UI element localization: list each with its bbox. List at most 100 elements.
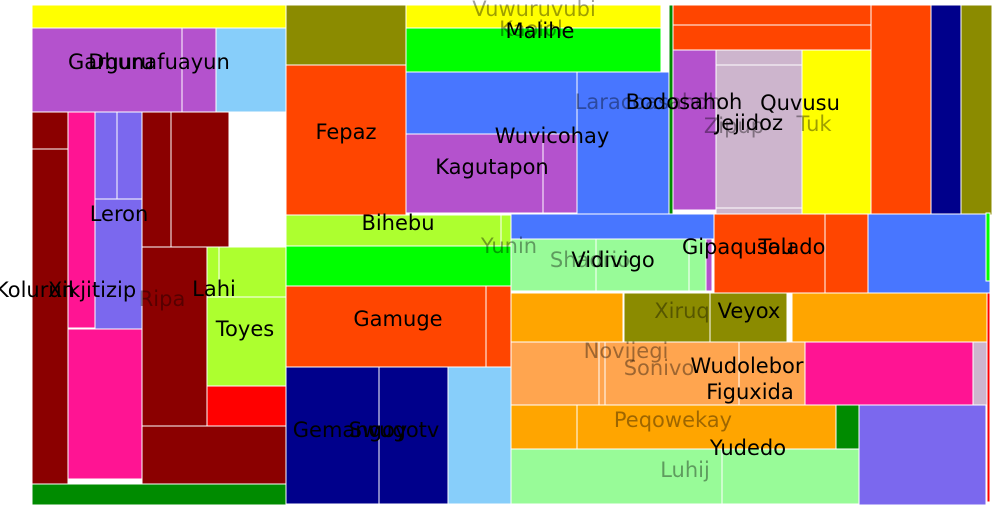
- treemap-cell-8: [116, 111, 143, 200]
- treemap-cell-39: [930, 4, 962, 215]
- treemap-cell-18: [141, 425, 287, 485]
- treemap-cell-19: [31, 483, 287, 506]
- treemap-label-yudedo: Yudedo: [709, 436, 786, 460]
- treemap-label-jejidoz: Jejidoz: [713, 111, 783, 135]
- treemap-cell-26: [405, 71, 584, 135]
- treemap-label-kolurun: Kolurun: [0, 278, 75, 302]
- treemap-cell-60: [791, 292, 988, 343]
- treemap-label-sonivo: Sonivo: [624, 356, 695, 380]
- treemap-cell-ripa: [141, 246, 208, 428]
- treemap-cell-38: [870, 4, 932, 215]
- treemap-cell-yudedo: [721, 448, 860, 505]
- treemap-cell-57: [510, 292, 624, 343]
- treemap-cell-49: [510, 213, 715, 240]
- treemap-cell-68: [510, 404, 578, 450]
- treemap-cell-56: [867, 213, 991, 295]
- treemap-cell-12: [170, 111, 230, 248]
- treemap-label-vuwuruvubi: Vuwuruvubi: [472, 0, 596, 21]
- treemap-cell-17: [206, 385, 287, 427]
- treemap-cell-71: [858, 404, 987, 506]
- treemap-label-zipup: Zipup: [704, 114, 764, 138]
- treemap-label-dhunafuayun: Dhunafuayun: [88, 50, 230, 74]
- treemap-cell-55: [824, 213, 869, 294]
- treemap-label-swugotv: Swugotv: [349, 418, 440, 442]
- treemap-cell-31: [672, 4, 872, 26]
- treemap-cell-4: [31, 111, 69, 150]
- treemap-label-bodosahoh: Bodosahoh: [626, 90, 743, 114]
- treemap-label-wudolebor: Wudolebor: [690, 354, 803, 378]
- treemap-cell-3: [215, 27, 287, 113]
- treemap-label-ripa: Ripa: [139, 287, 186, 311]
- treemap-label-shadrio: Shadrio: [550, 248, 630, 272]
- treemap-cell-swugotv: [378, 366, 449, 505]
- treemap-cell-48: [447, 366, 512, 505]
- treemap-cell-luhij: [510, 448, 723, 505]
- treemap-cell-74: [985, 212, 991, 282]
- treemap-cell-xiruq: [623, 292, 711, 343]
- treemap-cell-lahi: [218, 246, 287, 298]
- treemap-cell-32: [672, 24, 872, 51]
- treemap-cell-45: [485, 285, 512, 368]
- treemap-cell-tolado: [713, 213, 826, 294]
- treemap-cell-yunin: [510, 238, 598, 292]
- treemap-label-vidivigo: Vidivigo: [571, 248, 654, 272]
- treemap-cell-10: [67, 328, 143, 480]
- treemap-label-toyes: Toyes: [215, 317, 274, 341]
- treemap-label-kaoiol: Kaoiol: [499, 17, 563, 41]
- treemap-label-yunin: Yunin: [480, 234, 537, 258]
- treemap-cells: [31, 4, 993, 506]
- treemap-cell-fepaz: [285, 64, 407, 216]
- treemap-cell-tuk: [715, 207, 803, 215]
- treemap-label-malihe: Malihe: [506, 19, 575, 43]
- treemap-label-peqowekay: Peqowekay: [614, 408, 732, 432]
- treemap-cell-malihe: [405, 27, 662, 73]
- treemap-label-fepaz: Fepaz: [315, 120, 376, 144]
- treemap-cell-quvusu: [801, 49, 873, 215]
- treemap-label-gamuge: Gamuge: [353, 307, 442, 331]
- treemap-label-lahi: Lahi: [192, 277, 236, 301]
- treemap-cell-dhunafuayun: [181, 27, 217, 113]
- treemap-cell-20: [285, 4, 407, 66]
- treemap-cell-70: [835, 404, 860, 450]
- treemap-label-veyox: Veyox: [718, 299, 781, 323]
- treemap-cell-43: [285, 245, 512, 287]
- treemap-cell-11: [141, 111, 172, 248]
- treemap-label-quvusu: Quvusu: [760, 91, 840, 115]
- treemap-cell-jejidoz: [715, 64, 803, 209]
- treemap-cell-toyes: [206, 296, 287, 387]
- treemap-cell-33: [715, 49, 803, 66]
- treemap-label-gipaqusau: Gipaqusau: [682, 235, 794, 259]
- treemap-label-tolado: Tolado: [758, 235, 826, 259]
- treemap-cell-wuvicohay: [542, 133, 581, 214]
- treemap-label-laracoasahoh: Laracoasahoh: [575, 90, 722, 114]
- treemap-cell-zipup: [672, 49, 717, 211]
- treemap-label-leron: Leron: [90, 202, 149, 226]
- treemap-label-xikjitizip: Xikjitizip: [48, 278, 136, 302]
- treemap-label-luhij: Luhij: [660, 458, 710, 482]
- treemap-cell-62: [510, 341, 600, 406]
- treemap-cell-kolurun: [31, 148, 69, 485]
- treemap-cell-7: [94, 111, 118, 200]
- treemap-cell-garguru: [31, 27, 183, 113]
- treemap-cell-leron: [94, 198, 143, 330]
- treemap-cell-0: [31, 4, 287, 29]
- treemap-cell-67: [972, 341, 988, 406]
- treemap-cell-figuxida: [804, 341, 974, 406]
- treemap-cell-wudolebor: [738, 341, 808, 406]
- treemap-label-garguru: Garguru: [68, 50, 154, 74]
- treemap-cell-gamuge: [285, 285, 487, 368]
- treemap-cell-laracoasahoh: [576, 71, 670, 215]
- treemap-cell-bihebu: [285, 214, 502, 247]
- treemap-label-tuk: Tuk: [795, 112, 832, 136]
- treemap-cell-gipaqusau: [705, 238, 713, 292]
- treemap-label-xiruq: Xiruq: [654, 299, 710, 323]
- treemap-label-gemangoy: Gemangoy: [293, 418, 407, 442]
- treemap-cell-shadrio: [595, 238, 691, 292]
- treemap-cell-gemangoy: [285, 366, 380, 505]
- treemap-label-wuvicohay: Wuvicohay: [495, 124, 610, 148]
- treemap-cell-40: [960, 4, 993, 216]
- treemap-label-bihebu: Bihebu: [361, 211, 434, 235]
- treemap-cell-xikjitizip: [67, 111, 96, 329]
